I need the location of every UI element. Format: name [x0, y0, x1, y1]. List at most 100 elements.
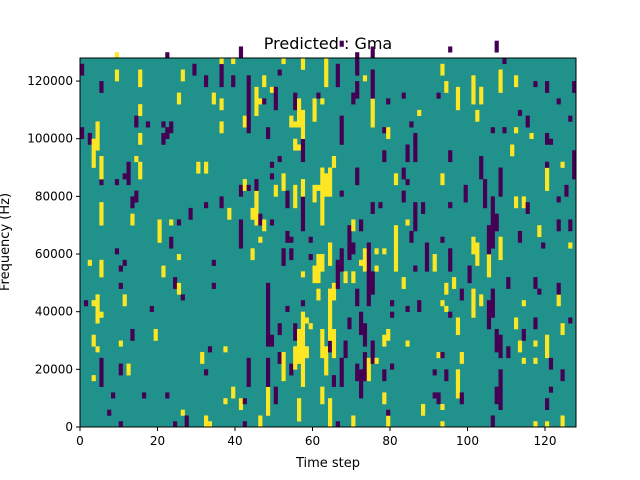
heatmap-cell	[510, 144, 515, 157]
heatmap-cell	[339, 248, 344, 272]
heatmap-cell	[304, 317, 309, 324]
heatmap-cell	[529, 132, 534, 140]
heatmap-cell	[114, 179, 120, 186]
heatmap-cell	[83, 300, 89, 307]
heatmap-cell	[324, 173, 329, 197]
heatmap-cell	[545, 398, 550, 410]
heatmap-cell	[328, 340, 333, 353]
heatmap-cell	[246, 184, 251, 191]
heatmap-cell	[180, 294, 185, 301]
heatmap-cell	[320, 386, 325, 405]
heatmap-cell	[242, 179, 247, 191]
heatmap-cell	[300, 138, 306, 163]
heatmap-cell	[122, 259, 127, 266]
heatmap-cell	[114, 52, 120, 59]
x-tick-label: 80	[382, 434, 397, 448]
heatmap-cell	[331, 328, 337, 359]
heatmap-cell	[343, 271, 348, 284]
heatmap-cell	[273, 184, 278, 197]
heatmap-cell	[386, 409, 391, 416]
heatmap-cell	[138, 69, 143, 76]
heatmap-cell	[138, 132, 143, 145]
heatmap-cell	[545, 346, 550, 359]
heatmap-cell	[324, 346, 329, 376]
heatmap-cell	[316, 254, 321, 284]
heatmap-cell	[304, 346, 309, 359]
heatmap-cell	[568, 219, 573, 232]
heatmap-cell	[293, 92, 298, 111]
heatmap-cell	[409, 121, 414, 128]
heatmap-cell	[297, 328, 302, 347]
heatmap-cell	[145, 121, 151, 128]
heatmap-cell	[293, 138, 298, 151]
heatmap-cell	[533, 340, 538, 347]
heatmap-cell	[498, 167, 503, 197]
heatmap-cell	[517, 109, 523, 116]
heatmap-cell	[157, 230, 162, 243]
heatmap-cell	[533, 357, 538, 364]
heatmap-cell	[238, 184, 244, 197]
heatmap-cell	[498, 369, 503, 399]
y-tick-label: 120000	[27, 74, 73, 88]
heatmap-cell	[545, 421, 550, 428]
heatmap-cell	[370, 75, 375, 99]
heatmap-cell	[382, 334, 387, 347]
heatmap-cell	[87, 132, 92, 145]
heatmap-cell	[293, 184, 298, 209]
heatmap-cell	[262, 219, 267, 232]
heatmap-cell	[545, 161, 550, 168]
heatmap-cell	[548, 138, 554, 145]
heatmap-cell	[99, 156, 104, 180]
heatmap-cell	[122, 173, 127, 180]
heatmap-cell	[211, 282, 216, 289]
heatmap-cell	[401, 190, 406, 203]
heatmap-cell	[180, 409, 185, 416]
heatmap-cell	[335, 421, 340, 428]
heatmap-cell	[114, 69, 120, 82]
heatmap-cell	[490, 415, 495, 428]
heatmap-cell	[355, 288, 360, 307]
heatmap-cell	[312, 265, 317, 284]
heatmap-cell	[483, 179, 488, 209]
heatmap-cell	[126, 363, 131, 376]
heatmap-cell	[173, 277, 178, 289]
heatmap-cell	[142, 392, 147, 399]
heatmap-cell	[432, 259, 437, 272]
heatmap-cell	[545, 334, 550, 347]
heatmap-cell	[486, 254, 492, 278]
heatmap-cell	[91, 375, 96, 382]
heatmap-cell	[165, 392, 170, 399]
heatmap-cell	[525, 115, 530, 128]
heatmap-cell	[277, 323, 282, 336]
heatmap-cell	[545, 81, 550, 93]
heatmap-cell	[161, 132, 166, 145]
heatmap-cell	[242, 421, 247, 428]
heatmap-cell	[176, 254, 182, 261]
heatmap-cell	[452, 277, 457, 289]
heatmap-cell	[440, 421, 445, 428]
heatmap-cell	[312, 184, 317, 203]
heatmap-cell	[266, 305, 271, 324]
heatmap-cell	[300, 271, 306, 278]
heatmap-cell	[254, 190, 259, 214]
heatmap-cell	[498, 69, 503, 93]
heatmap-cell	[277, 156, 282, 163]
heatmap-cell	[459, 288, 464, 301]
heatmap-cell	[444, 305, 449, 312]
heatmap-cell	[560, 369, 565, 382]
heatmap-cell	[219, 63, 224, 76]
heatmap-cell	[572, 81, 577, 93]
heatmap-cell	[169, 219, 174, 226]
heatmap-cell	[277, 69, 282, 76]
heatmap-cell	[448, 248, 453, 272]
heatmap-cell	[308, 323, 313, 330]
heatmap-cell	[204, 415, 209, 428]
heatmap-cell	[331, 375, 337, 387]
heatmap-cell	[355, 81, 360, 88]
heatmap-cell	[444, 369, 449, 382]
x-tick-label: 0	[76, 434, 84, 448]
heatmap-cell	[568, 317, 573, 324]
heatmap-cell	[231, 75, 236, 88]
heatmap-cell	[231, 386, 236, 399]
heatmap-cell	[238, 46, 244, 59]
